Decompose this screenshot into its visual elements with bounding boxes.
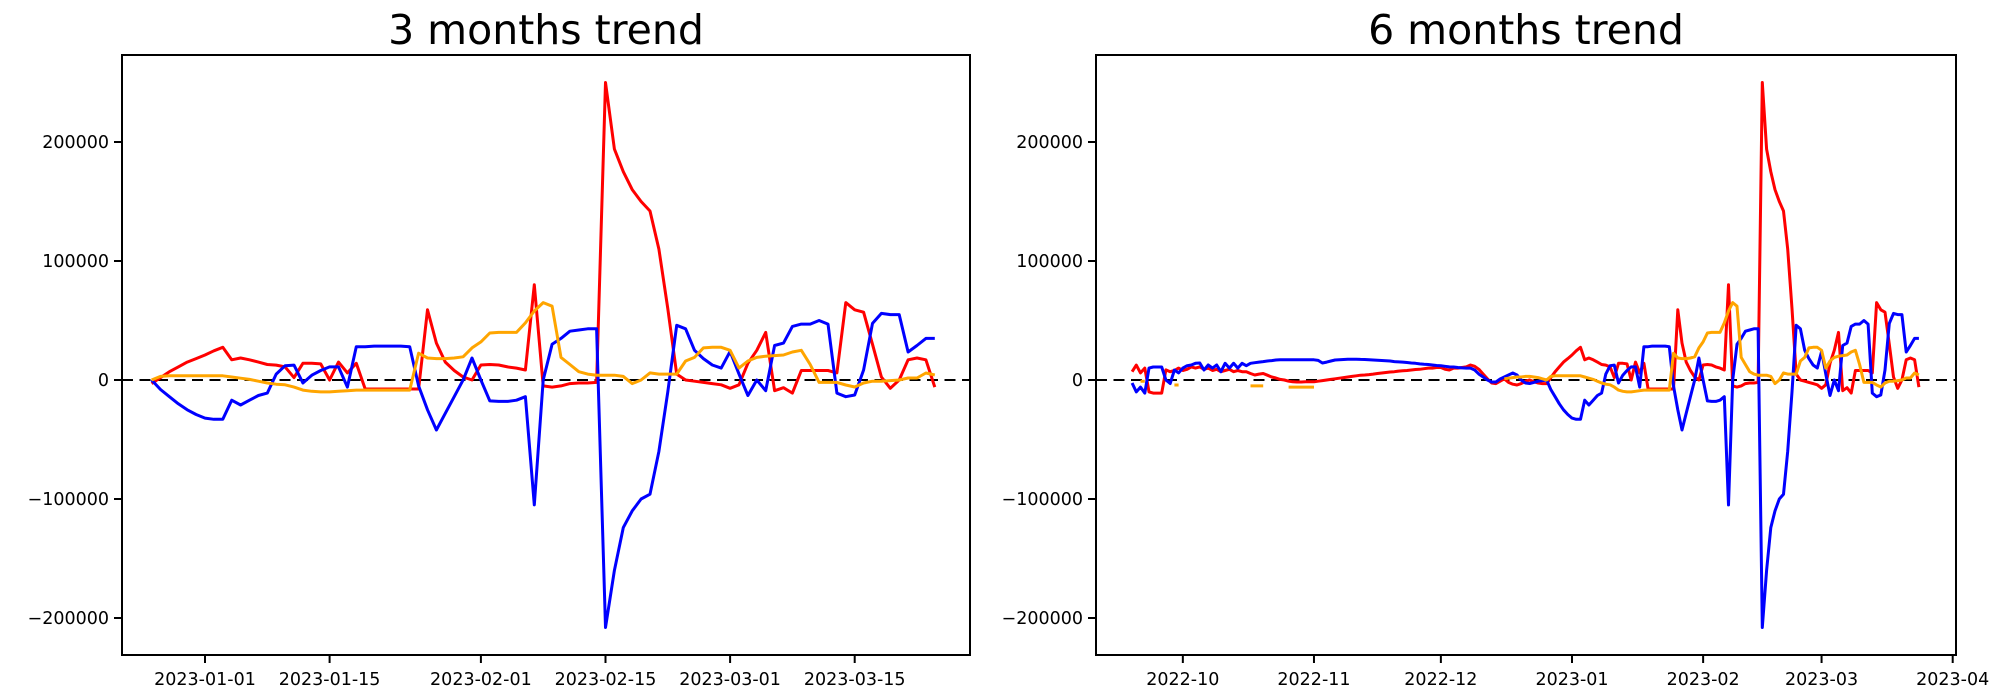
series-line-red — [150, 81, 937, 395]
left-chart-title: 3 months trend — [388, 6, 704, 54]
y-tick-label: −100000 — [1002, 490, 1083, 510]
right-chart: 6 months trend 200000 100000 0 −100000 −2000… — [1002, 6, 1990, 690]
y-tick-label: 200000 — [42, 133, 109, 153]
left-plot-area — [121, 54, 971, 656]
y-tick-label: −100000 — [28, 490, 109, 510]
series-line-red — [1130, 81, 1921, 395]
y-tick-label: −200000 — [28, 609, 109, 629]
y-tick-label: 100000 — [42, 252, 109, 272]
y-tick-label: 100000 — [1016, 252, 1083, 272]
x-tick-label: 2022-12 — [1404, 670, 1477, 690]
right-plot-area — [1095, 54, 1957, 656]
x-tick-label: 2023-03 — [1785, 670, 1858, 690]
series-line-orange — [1140, 301, 1920, 394]
y-tick-label: 0 — [98, 371, 109, 391]
x-tick-label: 2023-02-01 — [430, 670, 532, 690]
x-tick-label: 2023-01-01 — [154, 670, 256, 690]
x-tick-label: 2023-02-15 — [555, 670, 657, 690]
y-tick-label: 200000 — [1016, 133, 1083, 153]
x-tick-label: 2023-02 — [1667, 670, 1740, 690]
x-tick-label: 2023-01 — [1535, 670, 1608, 690]
x-tick-label: 2023-03-15 — [804, 670, 906, 690]
right-chart-title: 6 months trend — [1368, 6, 1684, 54]
x-tick-label: 2023-03-01 — [679, 670, 781, 690]
x-tick-label: 2022-10 — [1146, 670, 1219, 690]
left-chart: 3 months trend 200000 100000 0 −100000 −2000… — [28, 6, 971, 690]
x-tick-label: 2023-04 — [1916, 670, 1989, 690]
series-line-blue — [150, 311, 935, 629]
y-tick-label: −200000 — [1002, 609, 1083, 629]
x-tick-label: 2023-01-15 — [279, 670, 381, 690]
y-tick-label: 0 — [1072, 371, 1083, 391]
series-line-blue — [1130, 311, 1919, 629]
series-line-orange — [151, 301, 936, 394]
x-tick-label: 2022-11 — [1277, 670, 1350, 690]
